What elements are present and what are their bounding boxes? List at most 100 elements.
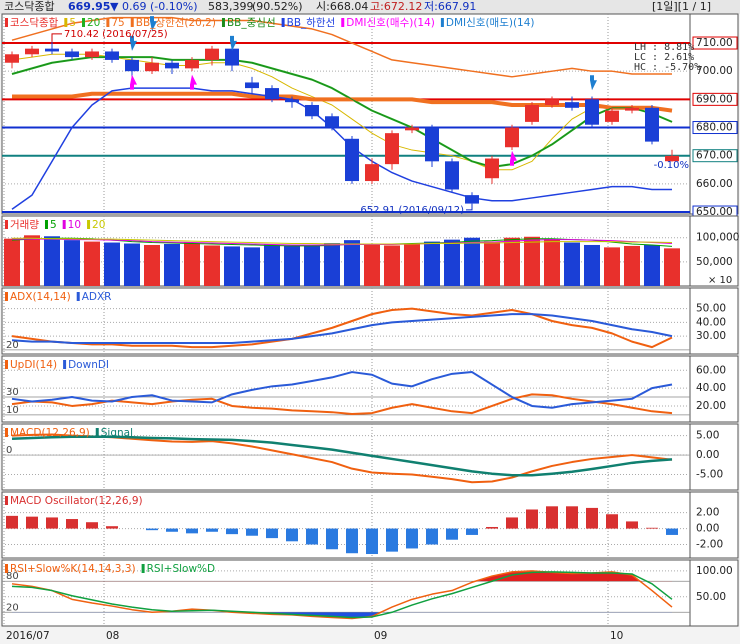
index-name: 코스닥종합 — [4, 0, 55, 13]
candle-body — [465, 195, 479, 204]
price: 669.95 — [68, 0, 110, 13]
legend-label: ADX(14,14) — [10, 291, 71, 303]
last-change: -0.10% — [654, 160, 689, 171]
legend-swatch — [5, 428, 8, 437]
buy-signal — [507, 150, 517, 166]
y-tick-label: 40.00 — [696, 316, 726, 328]
candle-body — [45, 48, 59, 52]
bar — [204, 245, 220, 286]
x-tick-label: 2016/07 — [6, 630, 50, 642]
candle-body — [5, 54, 19, 63]
series-line — [11, 571, 673, 619]
y-tick-label: 670.00 — [696, 150, 733, 162]
legend-label: 75 — [111, 17, 124, 29]
bar — [384, 245, 400, 286]
series-line — [11, 307, 673, 349]
level-label: 0 — [6, 445, 12, 456]
y-tick-label: -5.00 — [696, 468, 723, 480]
bar — [264, 244, 280, 286]
bar — [466, 528, 478, 535]
x-tick-label: 09 — [374, 630, 387, 642]
period[interactable]: [1일][1 / 1] — [652, 0, 711, 13]
level-label: 20 — [6, 340, 19, 351]
legend-swatch — [95, 428, 99, 437]
buy-signal — [187, 74, 197, 90]
legend-swatch — [5, 564, 8, 573]
volume: 583,399 — [208, 0, 254, 13]
plot — [2, 216, 690, 286]
legend-swatch — [341, 18, 345, 27]
legend-label: MACD(12,26,9) — [10, 427, 90, 439]
candle-body — [25, 48, 39, 55]
candle-body — [105, 51, 119, 60]
stat-text: LH : 8.81% — [634, 42, 694, 53]
legend-swatch — [130, 18, 134, 27]
bar — [106, 526, 118, 529]
bar — [66, 519, 78, 529]
candle-body — [385, 133, 399, 165]
candle-body — [265, 88, 279, 100]
tick-box — [692, 36, 738, 50]
legend-swatch — [221, 18, 225, 27]
bar — [446, 528, 458, 540]
tick-box — [692, 92, 738, 106]
y-tick-label: 5.00 — [696, 430, 719, 442]
bar — [304, 245, 320, 286]
legend-label: ADXR — [82, 291, 112, 303]
bar — [404, 243, 420, 286]
x-tick-label: 10 — [610, 630, 623, 642]
candle-body — [165, 62, 179, 69]
bar — [124, 243, 140, 286]
bar — [266, 528, 278, 539]
series-line — [11, 393, 673, 415]
legend-label: 5 — [50, 219, 57, 231]
y-tick-label: -2.00 — [696, 538, 723, 550]
bar — [386, 528, 398, 552]
bar — [506, 517, 518, 529]
volume-pct: (90.52%) — [252, 0, 303, 13]
sell-signal — [147, 16, 157, 32]
plot — [2, 560, 690, 626]
bar — [44, 236, 60, 286]
bar — [486, 526, 498, 529]
bar — [524, 236, 540, 286]
unit-label: × 10 — [708, 275, 732, 286]
legend-swatch — [5, 220, 8, 229]
bar — [4, 238, 20, 286]
legend-swatch — [5, 292, 8, 301]
bar — [484, 241, 500, 286]
level-label: 80 — [6, 571, 19, 582]
level-label: 10 — [6, 405, 19, 416]
min-pointer — [466, 203, 473, 211]
bar — [504, 237, 520, 286]
bar — [564, 242, 580, 286]
series-line — [11, 570, 673, 620]
legend-label: 20 — [87, 17, 100, 29]
low: 저:667.91 — [424, 0, 476, 13]
legend-label: 코스닥종합 — [10, 17, 59, 29]
bar — [566, 506, 578, 529]
series-line — [11, 53, 673, 171]
y-tick-label: 30.00 — [696, 330, 726, 342]
bar — [584, 244, 600, 286]
legend-label: 거래량 — [10, 219, 39, 231]
candle-body — [585, 99, 599, 125]
series-line — [11, 87, 672, 210]
bar — [544, 238, 560, 286]
bar — [64, 240, 80, 286]
bar — [246, 528, 258, 536]
bar — [284, 245, 300, 286]
legend-label: RSI+Slow%D — [147, 563, 216, 575]
bar — [646, 527, 658, 529]
series-line — [12, 237, 673, 245]
y-tick-label: 40.00 — [696, 382, 726, 394]
candle-body — [245, 82, 259, 89]
candle-body — [85, 51, 99, 58]
bar — [366, 528, 378, 555]
series-line — [11, 435, 673, 477]
candle-body — [525, 104, 539, 122]
bar — [546, 506, 558, 529]
series-line — [11, 56, 673, 168]
legend-swatch — [82, 18, 85, 27]
